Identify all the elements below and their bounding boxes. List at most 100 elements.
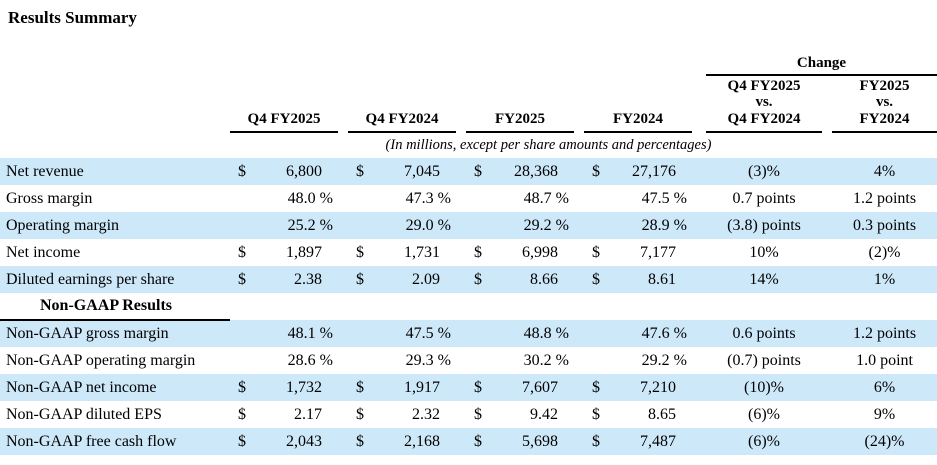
currency-symbol: $ bbox=[466, 158, 498, 185]
currency-symbol bbox=[584, 185, 616, 212]
change-fy-cell: 1% bbox=[832, 266, 937, 293]
column-gap bbox=[574, 185, 584, 212]
column-gap bbox=[456, 266, 466, 293]
change-q4-line1: Q4 FY2025 bbox=[727, 77, 801, 94]
column-gap bbox=[822, 266, 832, 293]
column-gap bbox=[574, 401, 584, 428]
column-gap bbox=[692, 266, 706, 293]
column-gap bbox=[338, 75, 348, 132]
value-cell: 5,698 bbox=[498, 428, 574, 455]
value-cell: 30.2 % bbox=[523, 351, 569, 369]
currency-symbol: $ bbox=[356, 243, 364, 261]
value-cell: 2,168 bbox=[380, 428, 456, 455]
column-header-q4fy2025: Q4 FY2025 bbox=[230, 75, 338, 133]
change-header-row: Change bbox=[0, 45, 937, 76]
column-gap bbox=[338, 266, 348, 293]
table-row: Non-GAAP diluted EPS $2.17 $2.32 $9.42 $8.65… bbox=[0, 401, 937, 428]
column-gap bbox=[822, 401, 832, 428]
column-gap bbox=[822, 374, 832, 401]
change-fy-cell: 1.0 point bbox=[856, 351, 913, 369]
column-gap bbox=[456, 401, 466, 428]
currency-symbol: $ bbox=[348, 266, 380, 293]
column-gap bbox=[822, 320, 832, 347]
change-fy-cell: 4% bbox=[832, 158, 937, 185]
currency-symbol bbox=[348, 185, 380, 212]
value-cell: 28,368 bbox=[498, 158, 574, 185]
column-gap bbox=[456, 239, 466, 266]
column-gap bbox=[456, 75, 466, 132]
currency-symbol: $ bbox=[584, 158, 616, 185]
currency-symbol bbox=[466, 212, 498, 239]
value-cell: 7,487 bbox=[616, 428, 692, 455]
column-gap bbox=[692, 158, 706, 185]
column-gap bbox=[338, 239, 348, 266]
value-cell: 9.42 bbox=[530, 405, 558, 423]
row-label: Non-GAAP gross margin bbox=[0, 320, 230, 347]
currency-symbol: $ bbox=[466, 428, 498, 455]
value-cell: 29.2 % bbox=[498, 212, 574, 239]
value-cell: 47.5 % bbox=[641, 189, 687, 207]
currency-symbol: $ bbox=[230, 374, 262, 401]
currency-symbol bbox=[466, 347, 498, 374]
row-label: Non-GAAP diluted EPS bbox=[6, 405, 162, 423]
currency-symbol: $ bbox=[584, 428, 616, 455]
table-row: Net income $1,897 $1,731 $6,998 $7,177 10% (2)… bbox=[0, 239, 937, 266]
change-fy-line1: FY2025 bbox=[859, 77, 910, 94]
value-cell: 25.2 % bbox=[262, 212, 338, 239]
value-cell: 2,043 bbox=[262, 428, 338, 455]
column-gap bbox=[456, 212, 466, 239]
change-q4-cell: 14% bbox=[706, 266, 822, 293]
value-cell: 6,800 bbox=[262, 158, 338, 185]
change-fy-cell: (2)% bbox=[868, 243, 901, 261]
currency-symbol: $ bbox=[466, 374, 498, 401]
row-label: Net income bbox=[6, 243, 81, 261]
column-header-row: Q4 FY2025 Q4 FY2024 FY2025 FY2024 Q4 FY2… bbox=[0, 75, 937, 133]
value-cell: 8.66 bbox=[498, 266, 574, 293]
currency-symbol: $ bbox=[348, 158, 380, 185]
column-gap bbox=[822, 212, 832, 239]
value-cell: 48.0 % bbox=[287, 189, 333, 207]
table-row: Non-GAAP operating margin 28.6 % 29.3 % 30.… bbox=[0, 347, 937, 374]
value-cell: 1,917 bbox=[380, 374, 456, 401]
value-cell: 47.5 % bbox=[380, 320, 456, 347]
change-q4-cell: (10)% bbox=[706, 374, 822, 401]
column-gap bbox=[456, 374, 466, 401]
row-label: Net revenue bbox=[0, 158, 230, 185]
currency-symbol bbox=[230, 185, 262, 212]
column-gap bbox=[692, 401, 706, 428]
column-gap bbox=[822, 347, 832, 374]
column-gap bbox=[456, 320, 466, 347]
row-label: Non-GAAP free cash flow bbox=[0, 428, 230, 455]
column-gap bbox=[822, 428, 832, 455]
currency-symbol bbox=[230, 320, 262, 347]
value-cell: 27,176 bbox=[616, 158, 692, 185]
column-gap bbox=[574, 374, 584, 401]
column-gap bbox=[692, 347, 706, 374]
section-header: Non-GAAP Results bbox=[0, 293, 230, 321]
units-note-row: (In millions, except per share amounts a… bbox=[0, 132, 937, 158]
value-cell: 1,897 bbox=[286, 243, 322, 261]
table-row: Net revenue $6,800 $7,045 $28,368 $27,176 (3)… bbox=[0, 158, 937, 185]
value-cell: 2.17 bbox=[294, 405, 322, 423]
currency-symbol: $ bbox=[230, 158, 262, 185]
currency-symbol bbox=[230, 347, 262, 374]
change-fy-line3: FY2024 bbox=[859, 111, 910, 128]
column-header-q4fy2024: Q4 FY2024 bbox=[348, 75, 456, 133]
column-gap bbox=[822, 185, 832, 212]
change-fy-cell: 0.3 points bbox=[832, 212, 937, 239]
column-header-change-q4: Q4 FY2025 vs. Q4 FY2024 bbox=[706, 75, 822, 133]
column-gap bbox=[692, 212, 706, 239]
currency-symbol: $ bbox=[592, 243, 600, 261]
change-fy-cell: 1.2 points bbox=[832, 320, 937, 347]
currency-symbol bbox=[466, 185, 498, 212]
column-gap bbox=[574, 266, 584, 293]
value-cell: 6,998 bbox=[522, 243, 558, 261]
column-gap bbox=[822, 239, 832, 266]
page-title: Results Summary bbox=[8, 8, 137, 27]
column-gap bbox=[456, 185, 466, 212]
value-cell: 8.61 bbox=[616, 266, 692, 293]
column-header-fy2025: FY2025 bbox=[466, 75, 574, 133]
change-fy-cell: 9% bbox=[873, 405, 896, 423]
currency-symbol bbox=[348, 347, 380, 374]
change-q4-cell: (3.8) points bbox=[706, 212, 822, 239]
